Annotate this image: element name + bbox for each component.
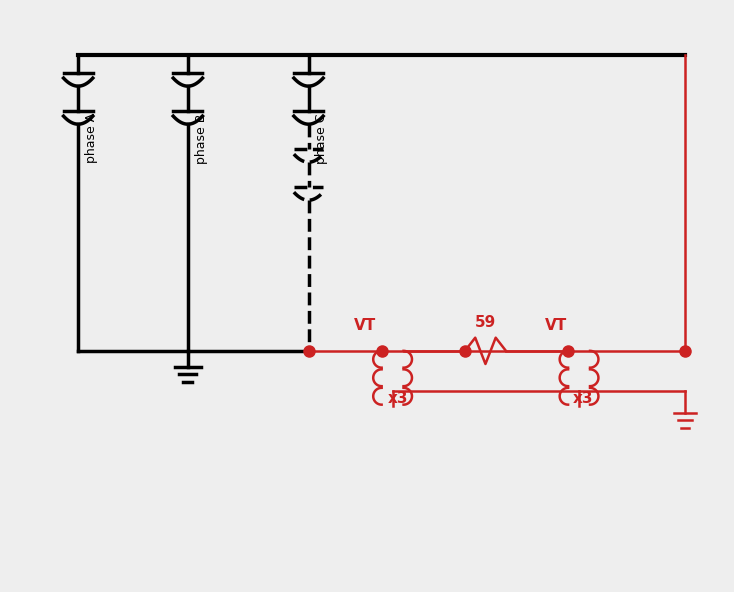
Text: phase C: phase C [315, 113, 328, 164]
Text: VT: VT [354, 318, 376, 333]
Text: 59: 59 [475, 316, 496, 330]
Text: VT: VT [545, 318, 567, 333]
Text: x3: x3 [388, 391, 409, 407]
Text: phase A: phase A [85, 113, 98, 163]
Text: phase B: phase B [195, 113, 208, 163]
Text: x3: x3 [573, 391, 593, 407]
